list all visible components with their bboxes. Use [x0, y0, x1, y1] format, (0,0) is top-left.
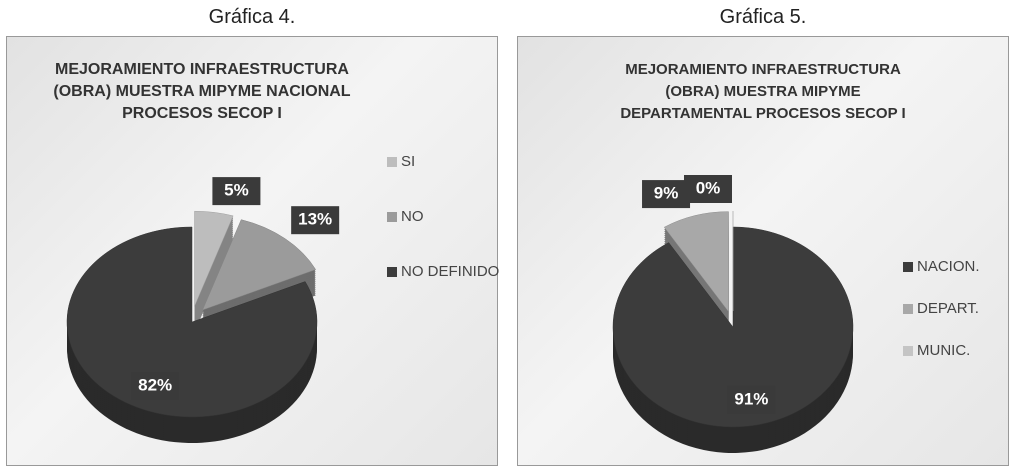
chart-heading: Gráfica 4.: [208, 6, 296, 28]
legend-swatch: [387, 267, 397, 277]
data-label: 5%: [224, 181, 249, 200]
chart-panel: Gráfica 5. 91% 9% 0% NACION. DEPART. MUNIC. M…: [513, 0, 1013, 470]
data-label: 9%: [654, 184, 679, 203]
slice: [612, 226, 854, 428]
data-label: 91%: [734, 389, 768, 408]
data-label: 0%: [696, 178, 721, 197]
legend-label: NACION.: [917, 258, 980, 275]
chart-box: 91% 9% 0% NACION. DEPART. MUNIC. MEJORAMIENTO…: [517, 36, 1009, 466]
legend-swatch: [903, 304, 913, 314]
chart-heading: Gráfica 5.: [719, 6, 807, 28]
legend-label: SI: [401, 153, 415, 170]
slice: [66, 226, 318, 418]
data-label-box: [642, 180, 691, 209]
chart: 5% 13% 82% SI NO NO DEFINIDO: [66, 153, 499, 443]
legend-label: DEPART.: [917, 300, 979, 317]
legend-label: MUNIC.: [917, 342, 970, 359]
slice: [194, 210, 234, 307]
legend-label: NO: [401, 208, 424, 225]
data-label-box: [291, 206, 340, 235]
data-label-box: [212, 177, 261, 206]
legend-swatch: [387, 212, 397, 222]
slice: [202, 219, 317, 311]
legend-label: NO DEFINIDO: [401, 263, 499, 280]
data-label-box: [131, 372, 180, 401]
legend-swatch: [903, 346, 913, 356]
chart-box: 5% 13% 82% SI NO NO DEFINIDO MEJORAMIENTO INF…: [6, 36, 499, 466]
data-label-box: [727, 385, 776, 414]
data-label: 13%: [298, 210, 332, 229]
chart: 91% 9% 0% NACION. DEPART. MUNIC.: [612, 175, 980, 454]
legend-swatch: [387, 157, 397, 167]
data-label: 82%: [138, 376, 172, 395]
legend-swatch: [903, 262, 913, 272]
chart-title: MEJORAMIENTO INFRAESTRUCTURA (OBRA) MUES…: [53, 61, 351, 122]
data-label-box: [684, 175, 732, 203]
chart-panel: Gráfica 4. 5% 13% 82% SI NO NO DEFINIDO MEJOR…: [2, 0, 502, 470]
chart-title: MEJORAMIENTO INFRAESTRUCTURA (OBRA) MUES…: [620, 61, 906, 122]
slice: [663, 211, 729, 313]
